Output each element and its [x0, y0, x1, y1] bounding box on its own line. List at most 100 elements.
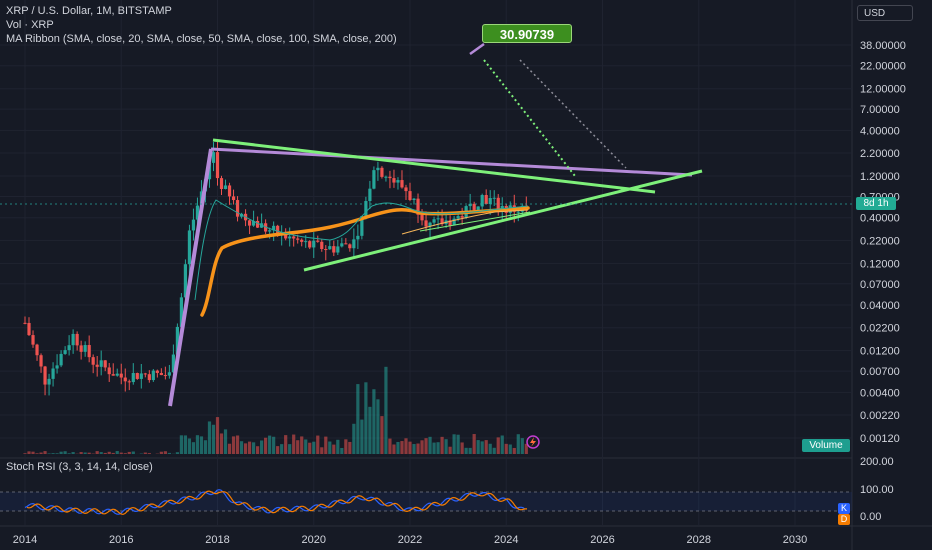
volume-bar: [424, 438, 428, 454]
stoch-rsi-legend[interactable]: Stoch RSI (3, 3, 14, 14, close): [6, 461, 153, 473]
candle-body: [23, 322, 27, 324]
target-connector: [469, 42, 485, 56]
candle-body: [416, 198, 420, 215]
volume-bar: [408, 441, 412, 454]
volume-bar: [312, 441, 316, 454]
candle-body: [191, 219, 196, 231]
volume-bar: [368, 406, 372, 454]
lower-green-trendline: [303, 169, 703, 272]
stoch-rsi-k-line: [24, 489, 526, 515]
volume-bar: [452, 434, 456, 454]
upper-purple-trendline: [210, 147, 693, 177]
candle-body: [219, 178, 224, 189]
volume-bar: [292, 434, 296, 454]
price-tick-label: 12.00000: [860, 84, 906, 96]
volume-bar: [43, 451, 47, 454]
time-axis[interactable]: 2014 2016 2018 2020 2022 2024 2026 2028 2030: [13, 534, 807, 546]
candle-body: [496, 197, 500, 210]
candle-body: [59, 353, 63, 366]
volume-bar: [436, 442, 440, 454]
volume-bar: [488, 443, 492, 454]
rsi-tick-label: 100.00: [860, 484, 894, 496]
candle-body: [103, 360, 107, 368]
price-tick-label: 0.01200: [860, 346, 900, 358]
price-tick-label: 38.00000: [860, 40, 906, 52]
volume-bar: [179, 435, 184, 454]
candle-body: [456, 216, 460, 219]
price-tick-label: 7.00000: [860, 104, 900, 116]
candle-body: [460, 216, 464, 218]
volume-bar: [524, 443, 528, 454]
candle-body: [324, 249, 328, 251]
bar-countdown-badge: 8d 1h: [856, 197, 896, 210]
candle-body: [119, 373, 123, 378]
upper-green-trendline: [212, 138, 656, 194]
volume-bar: [468, 447, 472, 454]
ma-ribbon-legend[interactable]: MA Ribbon (SMA, close, 20, SMA, close, 5…: [6, 33, 397, 45]
candle-body: [348, 244, 352, 249]
volume-bar: [63, 451, 67, 454]
volume-bar: [239, 441, 244, 454]
candle-body: [440, 218, 444, 225]
volume-bar: [384, 366, 388, 454]
price-tick-label: 0.40000: [860, 213, 900, 225]
candle-body: [448, 220, 452, 226]
candle-body: [340, 243, 344, 247]
volume-bar: [520, 438, 524, 454]
symbol-legend[interactable]: XRP / U.S. Dollar, 1M, BITSTAMP: [6, 5, 172, 17]
volume-bar: [223, 429, 228, 454]
candle-body: [87, 345, 91, 358]
volume-legend[interactable]: Vol · XRP: [6, 19, 54, 31]
volume-bar: [448, 446, 452, 454]
candle-body: [352, 239, 356, 249]
volume-bar: [111, 452, 115, 454]
volume-bar: [260, 440, 264, 454]
rsi-tick-label: 0.00: [860, 511, 881, 523]
price-tick-label: 0.02200: [860, 323, 900, 335]
volume-bar: [268, 435, 272, 454]
candle-body: [312, 240, 316, 248]
candle-body: [500, 206, 504, 210]
candle-body: [384, 176, 388, 178]
volume-bar: [484, 440, 488, 454]
candle-body: [67, 345, 71, 351]
candle-body: [179, 297, 184, 327]
time-tick-label: 2018: [205, 534, 229, 546]
volume-bar: [251, 442, 256, 454]
volume-bar: [280, 444, 284, 454]
volume-bar: [67, 453, 71, 454]
volume-bar: [276, 446, 280, 454]
candle-body: [155, 370, 159, 373]
time-tick-label: 2016: [109, 534, 133, 546]
candle-body: [408, 191, 412, 201]
volume-bar: [356, 384, 360, 454]
candle-body: [123, 377, 127, 382]
volume-bar: [215, 417, 220, 454]
candle-body: [344, 243, 348, 245]
price-tick-label: 0.12000: [860, 258, 900, 270]
volume-bar: [508, 444, 512, 454]
candle-body: [268, 230, 272, 232]
candle-body: [376, 167, 380, 171]
currency-selector[interactable]: USD: [857, 5, 913, 21]
candle-body: [288, 236, 292, 239]
candle-body: [139, 373, 143, 379]
target-price-label: 30.90739: [482, 24, 572, 43]
volume-bar: [388, 438, 392, 454]
candle-body: [328, 246, 332, 250]
volume-bar: [147, 453, 151, 454]
candle-body: [235, 200, 240, 217]
candle-body: [31, 335, 35, 345]
volume-bar: [492, 447, 496, 454]
volume-bar: [284, 435, 288, 454]
volume-bar: [256, 446, 260, 454]
lightning-icon[interactable]: [526, 435, 540, 449]
volume-bar: [51, 453, 55, 454]
volume-bar: [175, 452, 179, 454]
volume-bar: [496, 437, 500, 454]
volume-bar: [396, 441, 400, 454]
candle-body: [175, 326, 179, 355]
volume-bar: [123, 453, 127, 454]
rsi-axis: 200.00 100.00 0.00: [860, 456, 894, 523]
